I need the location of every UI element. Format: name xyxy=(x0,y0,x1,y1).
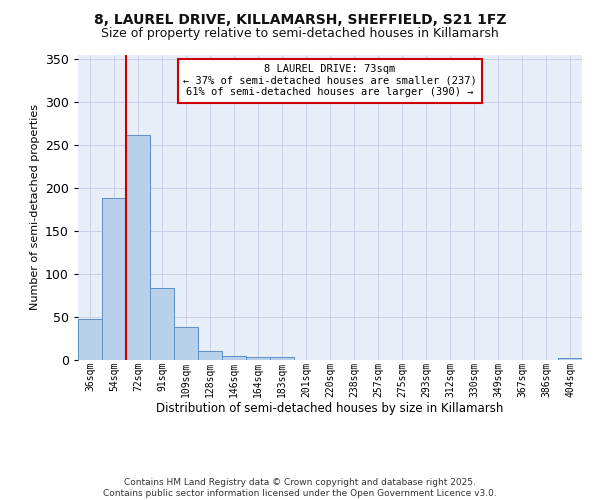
Text: Size of property relative to semi-detached houses in Killamarsh: Size of property relative to semi-detach… xyxy=(101,28,499,40)
Bar xyxy=(222,356,246,360)
Bar xyxy=(174,328,198,360)
Text: 8 LAUREL DRIVE: 73sqm
← 37% of semi-detached houses are smaller (237)
61% of sem: 8 LAUREL DRIVE: 73sqm ← 37% of semi-deta… xyxy=(183,64,477,98)
Y-axis label: Number of semi-detached properties: Number of semi-detached properties xyxy=(29,104,40,310)
Bar xyxy=(78,319,102,360)
Bar xyxy=(102,198,126,360)
Bar xyxy=(126,135,150,360)
Bar xyxy=(270,358,294,360)
Bar xyxy=(558,358,582,360)
Bar xyxy=(150,288,174,360)
Bar xyxy=(246,358,270,360)
Text: 8, LAUREL DRIVE, KILLAMARSH, SHEFFIELD, S21 1FZ: 8, LAUREL DRIVE, KILLAMARSH, SHEFFIELD, … xyxy=(94,12,506,26)
Text: Contains HM Land Registry data © Crown copyright and database right 2025.
Contai: Contains HM Land Registry data © Crown c… xyxy=(103,478,497,498)
Bar xyxy=(198,350,222,360)
X-axis label: Distribution of semi-detached houses by size in Killamarsh: Distribution of semi-detached houses by … xyxy=(157,402,503,415)
